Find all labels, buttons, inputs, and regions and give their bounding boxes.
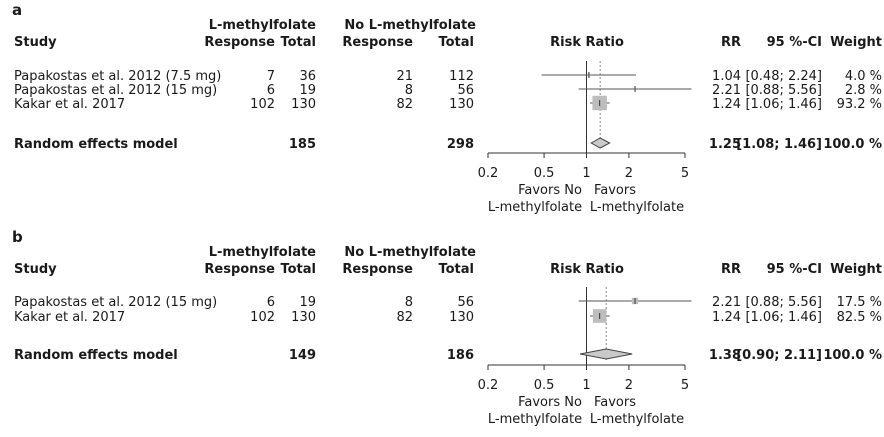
study-response-l-methylfolate: 102: [250, 310, 275, 325]
x-axis-tick-label: 0.5: [534, 166, 555, 181]
header-risk-ratio: Risk Ratio: [550, 262, 624, 277]
study-response-l-methylfolate: 102: [250, 97, 275, 112]
header-total: Total: [280, 35, 316, 50]
favors-right-label: Favors: [594, 395, 636, 410]
forest-panel-a: a L-methylfolate No L-methylfolate Study Res…: [12, 1, 882, 215]
header-response: Response: [204, 35, 275, 50]
study-rr: 2.21: [712, 295, 741, 310]
study-total-l-methylfolate: 130: [291, 310, 316, 325]
study-rr: 1.24: [712, 310, 741, 325]
header-ci: 95 %-CI: [767, 35, 822, 50]
header-study: Study: [14, 35, 57, 50]
pooled-rr: 1.25: [709, 137, 741, 152]
header-group-no-l-methylfolate: No L-methylfolate: [344, 18, 476, 33]
study-response-control: 8: [405, 295, 413, 310]
pooled-weight: 100.0 %: [823, 348, 882, 363]
header-study: Study: [14, 262, 57, 277]
x-axis-tick-label: 5: [681, 378, 689, 393]
header-rr: RR: [721, 262, 741, 277]
favors-left-label: Favors No: [518, 183, 582, 198]
pooled-rr: 1.38: [709, 348, 741, 363]
header-weight: Weight: [830, 35, 882, 50]
pooled-total-l-methylfolate: 185: [289, 137, 316, 152]
study-name: Kakar et al. 2017: [14, 97, 125, 112]
pooled-name: Random effects model: [14, 348, 178, 363]
study-name: Papakostas et al. 2012 (7.5 mg): [14, 69, 221, 84]
x-axis-tick-label: 0.5: [534, 378, 555, 393]
study-name: Kakar et al. 2017: [14, 310, 125, 325]
favors-left-label: L-methylfolate: [488, 200, 582, 215]
study-total-l-methylfolate: 36: [299, 69, 316, 84]
study-response-control: 8: [405, 83, 413, 98]
study-total-l-methylfolate: 19: [299, 295, 316, 310]
header-rr: RR: [721, 35, 741, 50]
study-total-l-methylfolate: 19: [299, 83, 316, 98]
x-axis-tick-label: 2: [625, 166, 633, 181]
study-total-control: 112: [449, 69, 474, 84]
header-group-l-methylfolate: L-methylfolate: [209, 18, 316, 33]
study-total-control: 56: [457, 295, 474, 310]
header-weight: Weight: [830, 262, 882, 277]
panel-letter: a: [12, 1, 22, 19]
x-axis-tick-label: 0.2: [478, 166, 499, 181]
pooled-total-l-methylfolate: 149: [289, 348, 316, 363]
header-ci: 95 %-CI: [767, 262, 822, 277]
study-response-l-methylfolate: 7: [267, 69, 275, 84]
pooled-ci: [1.08; 1.46]: [736, 137, 822, 152]
study-ci: [0.88; 5.56]: [745, 83, 822, 98]
favors-left-label: L-methylfolate: [488, 412, 582, 427]
study-rr: 1.24: [712, 97, 741, 112]
pooled-diamond: [590, 137, 611, 149]
x-axis-tick-label: 0.2: [478, 378, 499, 393]
x-axis-tick-label: 1: [582, 166, 590, 181]
header-response: Response: [204, 262, 275, 277]
pooled-total-control: 186: [447, 348, 474, 363]
pooled-diamond: [579, 348, 633, 360]
study-response-control: 82: [396, 97, 413, 112]
favors-left-label: Favors No: [518, 395, 582, 410]
study-total-control: 130: [449, 97, 474, 112]
forest-panel-b: b L-methylfolate No L-methylfolate Study Res…: [12, 228, 882, 427]
study-weight: 2.8 %: [845, 83, 882, 98]
study-name: Papakostas et al. 2012 (15 mg): [14, 83, 217, 98]
study-ci: [1.06; 1.46]: [745, 97, 822, 112]
x-axis-tick-label: 5: [681, 166, 689, 181]
study-weight: 93.2 %: [837, 97, 882, 112]
panel-letter: b: [12, 228, 23, 246]
pooled-total-control: 298: [447, 137, 474, 152]
study-response-control: 82: [396, 310, 413, 325]
header-total: Total: [438, 35, 474, 50]
study-ci: [0.88; 5.56]: [745, 295, 822, 310]
pooled-name: Random effects model: [14, 137, 178, 152]
favors-right-label: L-methylfolate: [590, 412, 684, 427]
favors-right-label: L-methylfolate: [590, 200, 684, 215]
study-response-l-methylfolate: 6: [267, 83, 275, 98]
study-rr: 1.04: [712, 69, 741, 84]
x-axis-tick-label: 1: [582, 378, 590, 393]
study-response-control: 21: [396, 69, 413, 84]
study-response-l-methylfolate: 6: [267, 295, 275, 310]
x-axis-tick-label: 2: [625, 378, 633, 393]
study-ci: [0.48; 2.24]: [745, 69, 822, 84]
header-risk-ratio: Risk Ratio: [550, 35, 624, 50]
study-total-l-methylfolate: 130: [291, 97, 316, 112]
header-group-no-l-methylfolate: No L-methylfolate: [344, 245, 476, 260]
study-weight: 82.5 %: [837, 310, 882, 325]
pooled-ci: [0.90; 2.11]: [736, 348, 822, 363]
study-total-control: 56: [457, 83, 474, 98]
header-total: Total: [438, 262, 474, 277]
study-name: Papakostas et al. 2012 (15 mg): [14, 295, 217, 310]
study-rr: 2.21: [712, 83, 741, 98]
study-weight: 17.5 %: [837, 295, 882, 310]
study-weight: 4.0 %: [845, 69, 882, 84]
header-total: Total: [280, 262, 316, 277]
study-ci: [1.06; 1.46]: [745, 310, 822, 325]
header-group-l-methylfolate: L-methylfolate: [209, 245, 316, 260]
study-total-control: 130: [449, 310, 474, 325]
favors-right-label: Favors: [594, 183, 636, 198]
pooled-weight: 100.0 %: [823, 137, 882, 152]
header-response: Response: [342, 262, 413, 277]
header-response: Response: [342, 35, 413, 50]
